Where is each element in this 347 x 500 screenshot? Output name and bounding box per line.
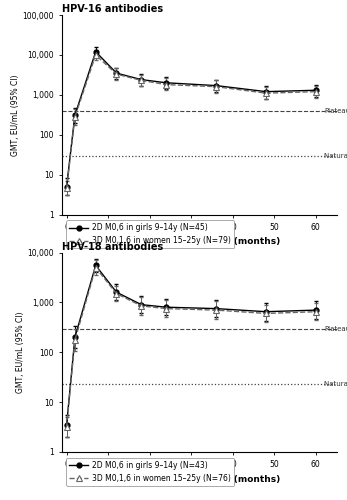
- Text: HPV-18 antibodies: HPV-18 antibodies: [62, 242, 164, 252]
- Text: HPV-16 antibodies: HPV-16 antibodies: [62, 4, 163, 14]
- Text: Plateau: Plateau: [324, 326, 347, 332]
- Text: Natural infection: Natural infection: [324, 152, 347, 158]
- Y-axis label: GMT, EU/mL (95% CI): GMT, EU/mL (95% CI): [11, 74, 20, 156]
- Legend: 2D M0,6 in girls 9–14y (N=43), 3D M0,1,6 in women 15–25y (N=76): 2D M0,6 in girls 9–14y (N=43), 3D M0,1,6…: [66, 458, 234, 485]
- X-axis label: Time post-vaccination (months): Time post-vaccination (months): [118, 238, 281, 246]
- X-axis label: Time post-vaccination (months): Time post-vaccination (months): [118, 475, 281, 484]
- Y-axis label: GMT, EU/mL (95% CI): GMT, EU/mL (95% CI): [16, 312, 25, 393]
- Legend: 2D M0,6 in girls 9–14y (N=45), 3D M0,1,6 in women 15–25y (N=79): 2D M0,6 in girls 9–14y (N=45), 3D M0,1,6…: [66, 220, 234, 248]
- Text: Natural infection: Natural infection: [324, 382, 347, 388]
- Text: Plateau: Plateau: [324, 108, 347, 114]
